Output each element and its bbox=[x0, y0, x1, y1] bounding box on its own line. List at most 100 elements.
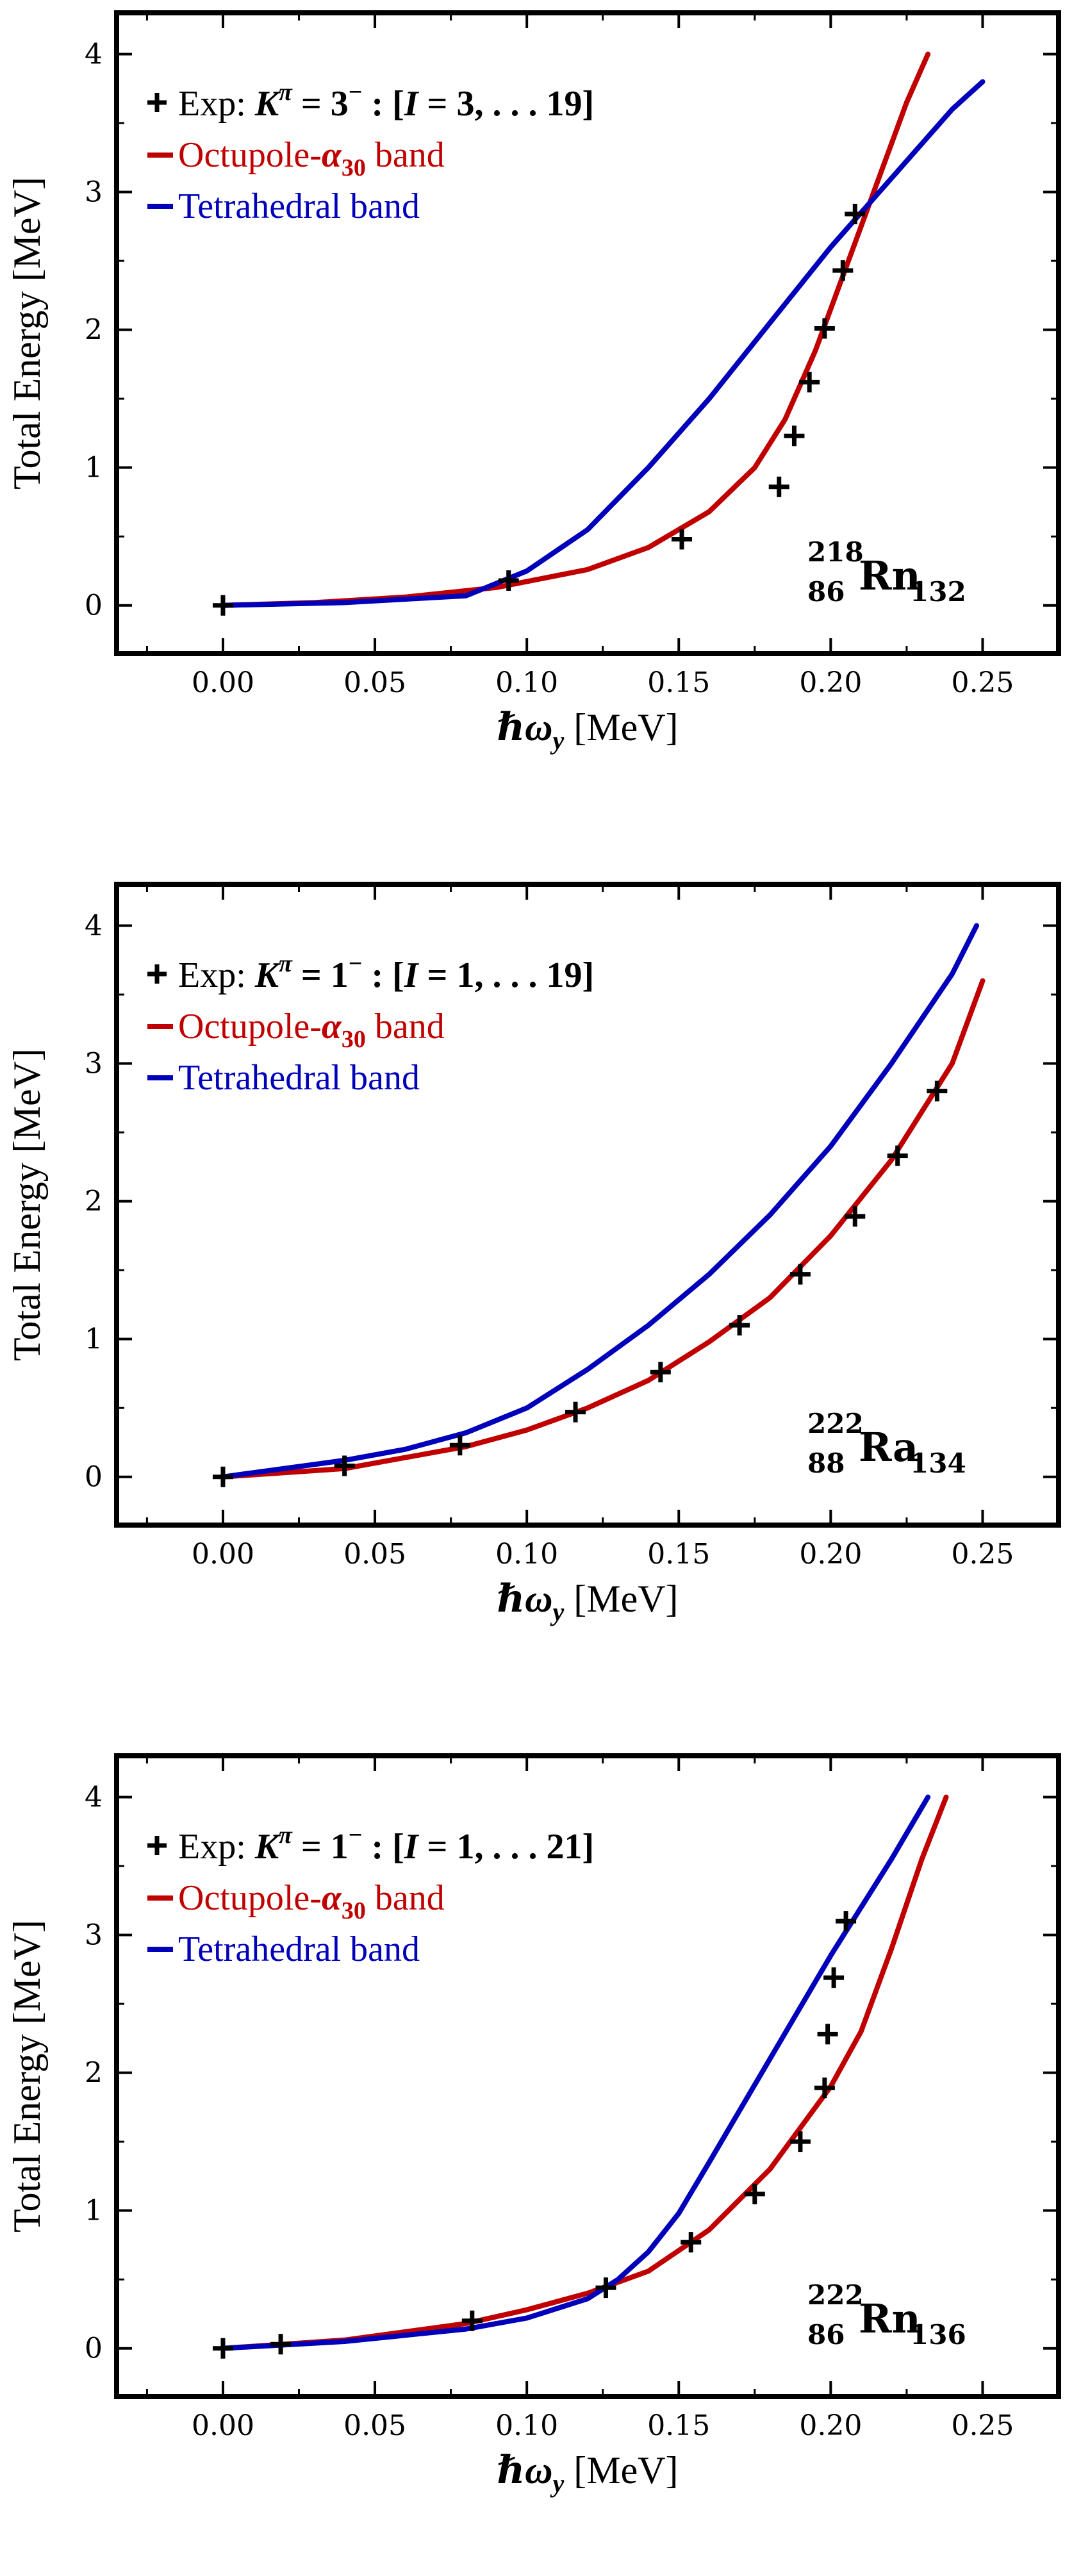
chart-1-y-axis-title: Total Energy [MeV] bbox=[6, 177, 48, 490]
chart-1-x-axis-subscript: y bbox=[550, 726, 564, 755]
chart-2-x-tick-label: 0.15 bbox=[647, 1538, 710, 1571]
chart-1-tetrahedral-band-line bbox=[220, 79, 986, 608]
chart-2-octupole-band-line bbox=[220, 978, 986, 1480]
chart-2-y-tick-label: 4 bbox=[85, 910, 103, 943]
chart-1-nucleus-proton-number: 86 bbox=[807, 576, 845, 607]
chart-3-nucleus-proton-number: 86 bbox=[807, 2319, 845, 2350]
chart-2-x-tick-label: 0.05 bbox=[343, 1538, 406, 1571]
chart-1-x-axis-symbol: ℏω bbox=[497, 706, 552, 748]
chart-2-x-axis-unit: [MeV] bbox=[564, 1578, 678, 1620]
chart-2-nucleus-mass-number: 222 bbox=[807, 1408, 864, 1439]
chart-1-x-axis-unit: [MeV] bbox=[564, 706, 678, 748]
chart-1-exp-point bbox=[845, 203, 866, 224]
chart-2-exp-point bbox=[565, 1401, 586, 1423]
chart-1-y-tick-label: 0 bbox=[85, 590, 103, 622]
chart-2-x-axis-title: ℏωy [MeV] bbox=[497, 1578, 678, 1626]
chart-2-nucleus-neutron-number: 134 bbox=[910, 1448, 966, 1479]
chart-3-nucleus-mass-number: 222 bbox=[807, 2279, 864, 2311]
chart-1-legend-exp-marker bbox=[147, 93, 167, 112]
chart-panel-1: 0.00 0.05 0.10 0.15 0.20 0.25 0 1 2 3 4 Total Energ… bbox=[0, 0, 1065, 833]
chart-1-exp-point bbox=[832, 260, 854, 281]
chart-panel-2: 0.00 0.05 0.10 0.15 0.20 0.25 0 1 2 3 4 Total Energ… bbox=[0, 871, 1065, 1705]
chart-2-exp-point bbox=[650, 1362, 671, 1383]
chart-1-y-tick-label: 2 bbox=[85, 314, 103, 347]
chart-1-legend-exp-label: Exp: Kπ = 3− : [I = 3, . . . 19] bbox=[178, 79, 594, 124]
chart-3-x-tick-label: 0.20 bbox=[799, 2409, 862, 2442]
chart-3-y-tick-label: 4 bbox=[85, 1781, 103, 1814]
chart-3-x-tick-label: 0.00 bbox=[192, 2409, 254, 2442]
chart-1-legend-tetrahedral-label: Tetrahedral band bbox=[178, 186, 420, 226]
chart-3-exp-point bbox=[823, 1967, 845, 1988]
chart-1-x-tick-label: 0.00 bbox=[192, 666, 254, 699]
chart-1-x-tick-label: 0.20 bbox=[799, 666, 862, 699]
chart-3-octupole-band-line bbox=[220, 1794, 949, 2351]
chart-1-y-tick-label: 3 bbox=[85, 176, 103, 209]
chart-2-plot-frame bbox=[114, 882, 1061, 1528]
chart-3-x-tick-label: 0.15 bbox=[647, 2409, 710, 2442]
chart-2-legend-exp-label: Exp: Kπ = 1− : [I = 1, . . . 19] bbox=[178, 950, 594, 995]
chart-3-y-tick-label: 2 bbox=[85, 2057, 103, 2090]
chart-1-y-tick-label: 1 bbox=[85, 452, 103, 484]
chart-3-x-axis-unit: [MeV] bbox=[564, 2449, 678, 2491]
chart-2-y-axis-title: Total Energy [MeV] bbox=[6, 1048, 48, 1361]
chart-2-nucleus-symbol: Ra bbox=[859, 1424, 918, 1471]
chart-1-plot-frame bbox=[114, 10, 1061, 656]
chart-3-exp-point bbox=[212, 2338, 233, 2359]
chart-3-x-axis-symbol: ℏω bbox=[497, 2449, 552, 2491]
chart-3-y-tick-label: 3 bbox=[85, 1919, 103, 1952]
chart-1-legend-octupole-label: Octupole-α30 band bbox=[178, 135, 445, 181]
chart-1-svg: 0.00 0.05 0.10 0.15 0.20 0.25 0 1 2 3 4 Total Energ… bbox=[6, 10, 1061, 755]
chart-3-exp-point bbox=[270, 2334, 292, 2355]
chart-3-x-axis-subscript: y bbox=[550, 2469, 564, 2498]
chart-2-svg: 0.00 0.05 0.10 0.15 0.20 0.25 0 1 2 3 4 Total Energ… bbox=[6, 882, 1061, 1626]
chart-3-plot-frame bbox=[114, 1753, 1061, 2399]
chart-1-nucleus-neutron-number: 132 bbox=[910, 576, 966, 607]
chart-3-exp-point bbox=[681, 2232, 702, 2253]
chart-2-y-tick-label: 3 bbox=[85, 1048, 103, 1080]
chart-3-legend-exp-marker bbox=[147, 1836, 167, 1855]
chart-3-y-tick-label: 0 bbox=[85, 2332, 103, 2365]
chart-3-exp-point bbox=[461, 2310, 483, 2331]
chart-2-legend-exp-marker bbox=[147, 964, 167, 984]
chart-2-x-axis-symbol: ℏω bbox=[497, 1578, 552, 1620]
chart-1-exp-point bbox=[814, 318, 835, 339]
chart-3-tetrahedral-band-line bbox=[220, 1794, 931, 2351]
chart-2-x-axis-subscript: y bbox=[550, 1598, 564, 1626]
chart-1-x-tick-label: 0.15 bbox=[647, 666, 710, 699]
chart-2-x-tick-label: 0.20 bbox=[799, 1538, 862, 1571]
chart-2-exp-point bbox=[789, 1264, 811, 1285]
chart-2-tetrahedral-band-line bbox=[220, 923, 979, 1480]
chart-2-x-tick-label: 0.10 bbox=[495, 1538, 558, 1571]
chart-2-nucleus-proton-number: 88 bbox=[807, 1448, 845, 1479]
chart-3-legend-exp-label: Exp: Kπ = 1− : [I = 1, . . . 21] bbox=[178, 1822, 594, 1867]
chart-3-nucleus-neutron-number: 136 bbox=[910, 2319, 966, 2350]
chart-1-y-tick-label: 4 bbox=[85, 38, 103, 71]
chart-1-exp-point bbox=[784, 425, 805, 447]
chart-3-legend-tetrahedral-label: Tetrahedral band bbox=[178, 1929, 420, 1969]
chart-2-exp-point bbox=[927, 1080, 948, 1102]
chart-2-exp-point bbox=[449, 1435, 470, 1456]
chart-3-exp-point bbox=[595, 2277, 616, 2299]
chart-3-x-axis-title: ℏωy [MeV] bbox=[497, 2449, 678, 2498]
chart-2-legend-tetrahedral-label: Tetrahedral band bbox=[178, 1058, 420, 1098]
chart-1-x-axis-title: ℏωy [MeV] bbox=[497, 706, 678, 755]
chart-2-y-tick-label: 0 bbox=[85, 1461, 103, 1494]
chart-3-y-tick-label: 1 bbox=[85, 2195, 103, 2227]
chart-1-exp-point bbox=[768, 476, 789, 497]
chart-2-legend-octupole-label: Octupole-α30 band bbox=[178, 1007, 445, 1053]
chart-3-exp-point bbox=[817, 2024, 838, 2045]
chart-1-exp-point bbox=[212, 595, 233, 616]
chart-3-exp-point bbox=[814, 2077, 835, 2099]
chart-3-y-axis-title: Total Energy [MeV] bbox=[6, 1920, 48, 2233]
chart-1-exp-point bbox=[672, 529, 692, 550]
chart-1-x-tick-label: 0.05 bbox=[343, 666, 406, 699]
chart-2-y-tick-label: 2 bbox=[85, 1185, 103, 1218]
chart-2-exp-point bbox=[887, 1145, 908, 1166]
chart-1-x-tick-label: 0.25 bbox=[951, 666, 1014, 699]
chart-2-exp-point bbox=[729, 1315, 750, 1336]
chart-3-svg: 0.00 0.05 0.10 0.15 0.20 0.25 0 1 2 3 4 Total Energ… bbox=[6, 1753, 1061, 2498]
chart-1-x-tick-label: 0.10 bbox=[495, 666, 558, 699]
chart-3-legend-octupole-label: Octupole-α30 band bbox=[178, 1878, 445, 1924]
chart-2-y-tick-label: 1 bbox=[85, 1323, 103, 1356]
chart-2-x-tick-label: 0.00 bbox=[192, 1538, 254, 1571]
